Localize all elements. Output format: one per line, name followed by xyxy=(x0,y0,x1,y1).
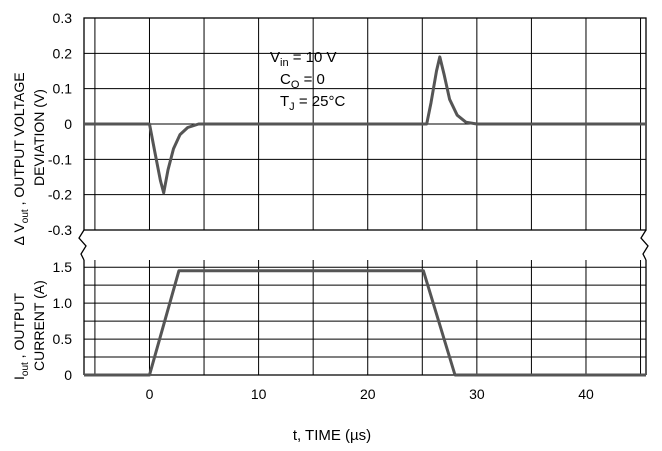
voltage-tick-label: 0 xyxy=(64,116,72,132)
voltage-axis-title-line1: ∆ Vout , OUTPUT VOLTAGE xyxy=(11,72,31,245)
voltage-tick-label: 0.3 xyxy=(53,10,73,26)
voltage-tick-label: -0.3 xyxy=(48,222,72,238)
current-tick-label: 0.5 xyxy=(53,331,73,347)
current-axis-title-line1: Iout , OUTPUT xyxy=(11,293,31,380)
current-axis-title-line2: CURRENT (A) xyxy=(31,280,47,371)
time-tick-label: 0 xyxy=(146,386,154,402)
current-axis-title: Iout , OUTPUT CURRENT (A) xyxy=(11,280,47,380)
voltage-axis-title: ∆ Vout , OUTPUT VOLTAGE DEVIATION (V) xyxy=(11,72,47,245)
axis-break-right xyxy=(640,229,649,261)
x-axis-title: t, TIME (µs) xyxy=(293,427,371,444)
voltage-tick-label: 0.2 xyxy=(53,45,73,61)
time-tick-label: 10 xyxy=(251,386,267,402)
time-tick-label: 40 xyxy=(578,386,594,402)
current-tick-label: 1.5 xyxy=(53,259,73,275)
voltage-tick-label: -0.1 xyxy=(48,151,72,167)
current-tick-label: 0 xyxy=(64,367,72,383)
time-tick-label: 20 xyxy=(360,386,376,402)
axis-break-left xyxy=(78,229,87,261)
voltage-deviation-line xyxy=(84,55,646,195)
current-tick-label: 1.0 xyxy=(53,295,73,311)
time-tick-label: 30 xyxy=(469,386,485,402)
output-current-line xyxy=(84,269,646,377)
tj-label: TJ = 25°C xyxy=(280,93,345,113)
voltage-axis-title-line2: DEVIATION (V) xyxy=(31,89,47,186)
voltage-tick-label: -0.2 xyxy=(48,187,72,203)
voltage-tick-label: 0.1 xyxy=(53,81,73,97)
